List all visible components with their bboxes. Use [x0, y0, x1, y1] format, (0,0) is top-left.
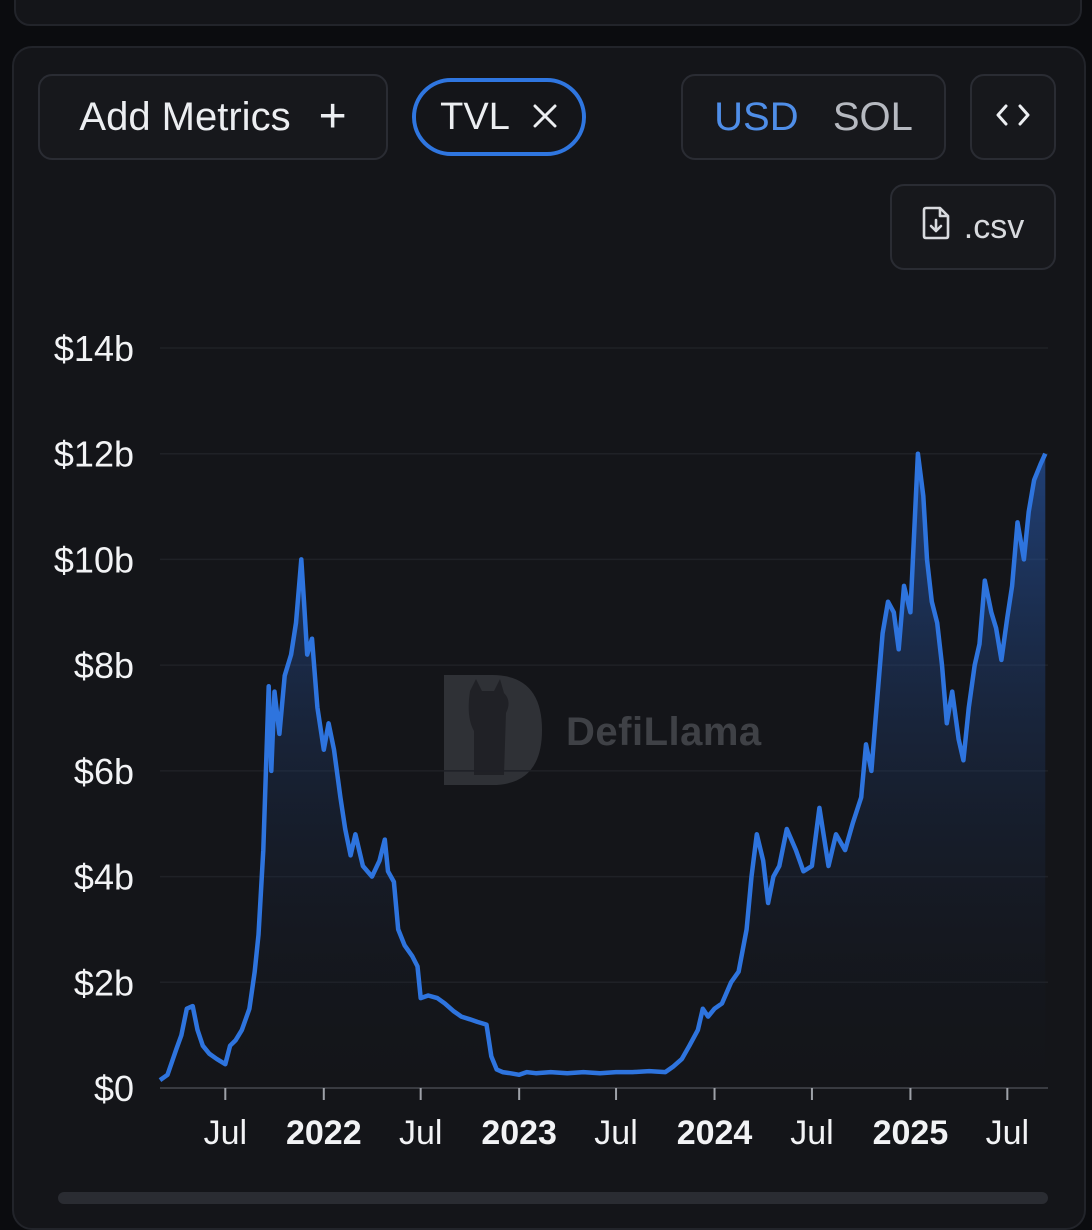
- code-icon: [995, 103, 1031, 132]
- y-tick-label: $2b: [74, 962, 134, 1003]
- currency-option-usd[interactable]: USD: [714, 94, 799, 139]
- y-axis: $0 $2b $4b $6b $8b $10b $12b $14b: [54, 328, 134, 1109]
- y-tick-label: $14b: [54, 328, 134, 369]
- top-card: [14, 0, 1082, 26]
- x-tick-label: 2022: [286, 1114, 362, 1152]
- currency-option-sol[interactable]: SOL: [832, 94, 913, 139]
- y-tick-label: $10b: [54, 539, 134, 580]
- watermark-text: DefiLlama: [566, 709, 762, 754]
- tvl-line: [158, 451, 1048, 1082]
- metric-chip-label: TVL: [440, 95, 510, 138]
- y-tick-label: $0: [94, 1068, 134, 1109]
- x-tick-label: Jul: [790, 1114, 833, 1152]
- range-scrollbar[interactable]: [58, 1192, 1048, 1204]
- close-icon[interactable]: [532, 96, 558, 139]
- x-tick-label: Jul: [399, 1114, 442, 1152]
- add-metrics-label: Add Metrics: [79, 94, 291, 139]
- csv-label: .csv: [963, 207, 1025, 246]
- x-tick-label: Jul: [986, 1114, 1029, 1152]
- y-tick-label: $8b: [74, 645, 134, 686]
- tvl-chart: $0 $2b $4b $6b $8b $10b $12b $14b Jul 2022 Jul 202…: [54, 328, 1048, 1152]
- metric-chip-tvl[interactable]: TVL: [412, 78, 586, 156]
- y-tick-label: $4b: [74, 857, 134, 898]
- y-tick-label: $6b: [74, 751, 134, 792]
- file-download-icon: [922, 206, 950, 249]
- y-tick-label: $12b: [54, 434, 134, 475]
- tvl-area: [160, 453, 1046, 1088]
- x-tick-label: Jul: [204, 1114, 247, 1152]
- x-tick-label: Jul: [594, 1114, 637, 1152]
- currency-toggle: USD SOL: [681, 74, 946, 160]
- watermark: DefiLlama: [440, 672, 790, 792]
- llama-logo-icon: [440, 671, 546, 794]
- x-tick-label: 2023: [481, 1114, 557, 1152]
- x-tick-label: 2025: [873, 1114, 949, 1152]
- download-csv-button[interactable]: .csv: [890, 184, 1056, 270]
- x-axis: Jul 2022 Jul 2023 Jul 2024 Jul 2025 Jul: [160, 1087, 1048, 1152]
- embed-code-button[interactable]: [970, 74, 1056, 160]
- plus-icon: +: [318, 90, 347, 143]
- add-metrics-button[interactable]: Add Metrics +: [38, 74, 388, 160]
- x-tick-label: 2024: [677, 1114, 753, 1152]
